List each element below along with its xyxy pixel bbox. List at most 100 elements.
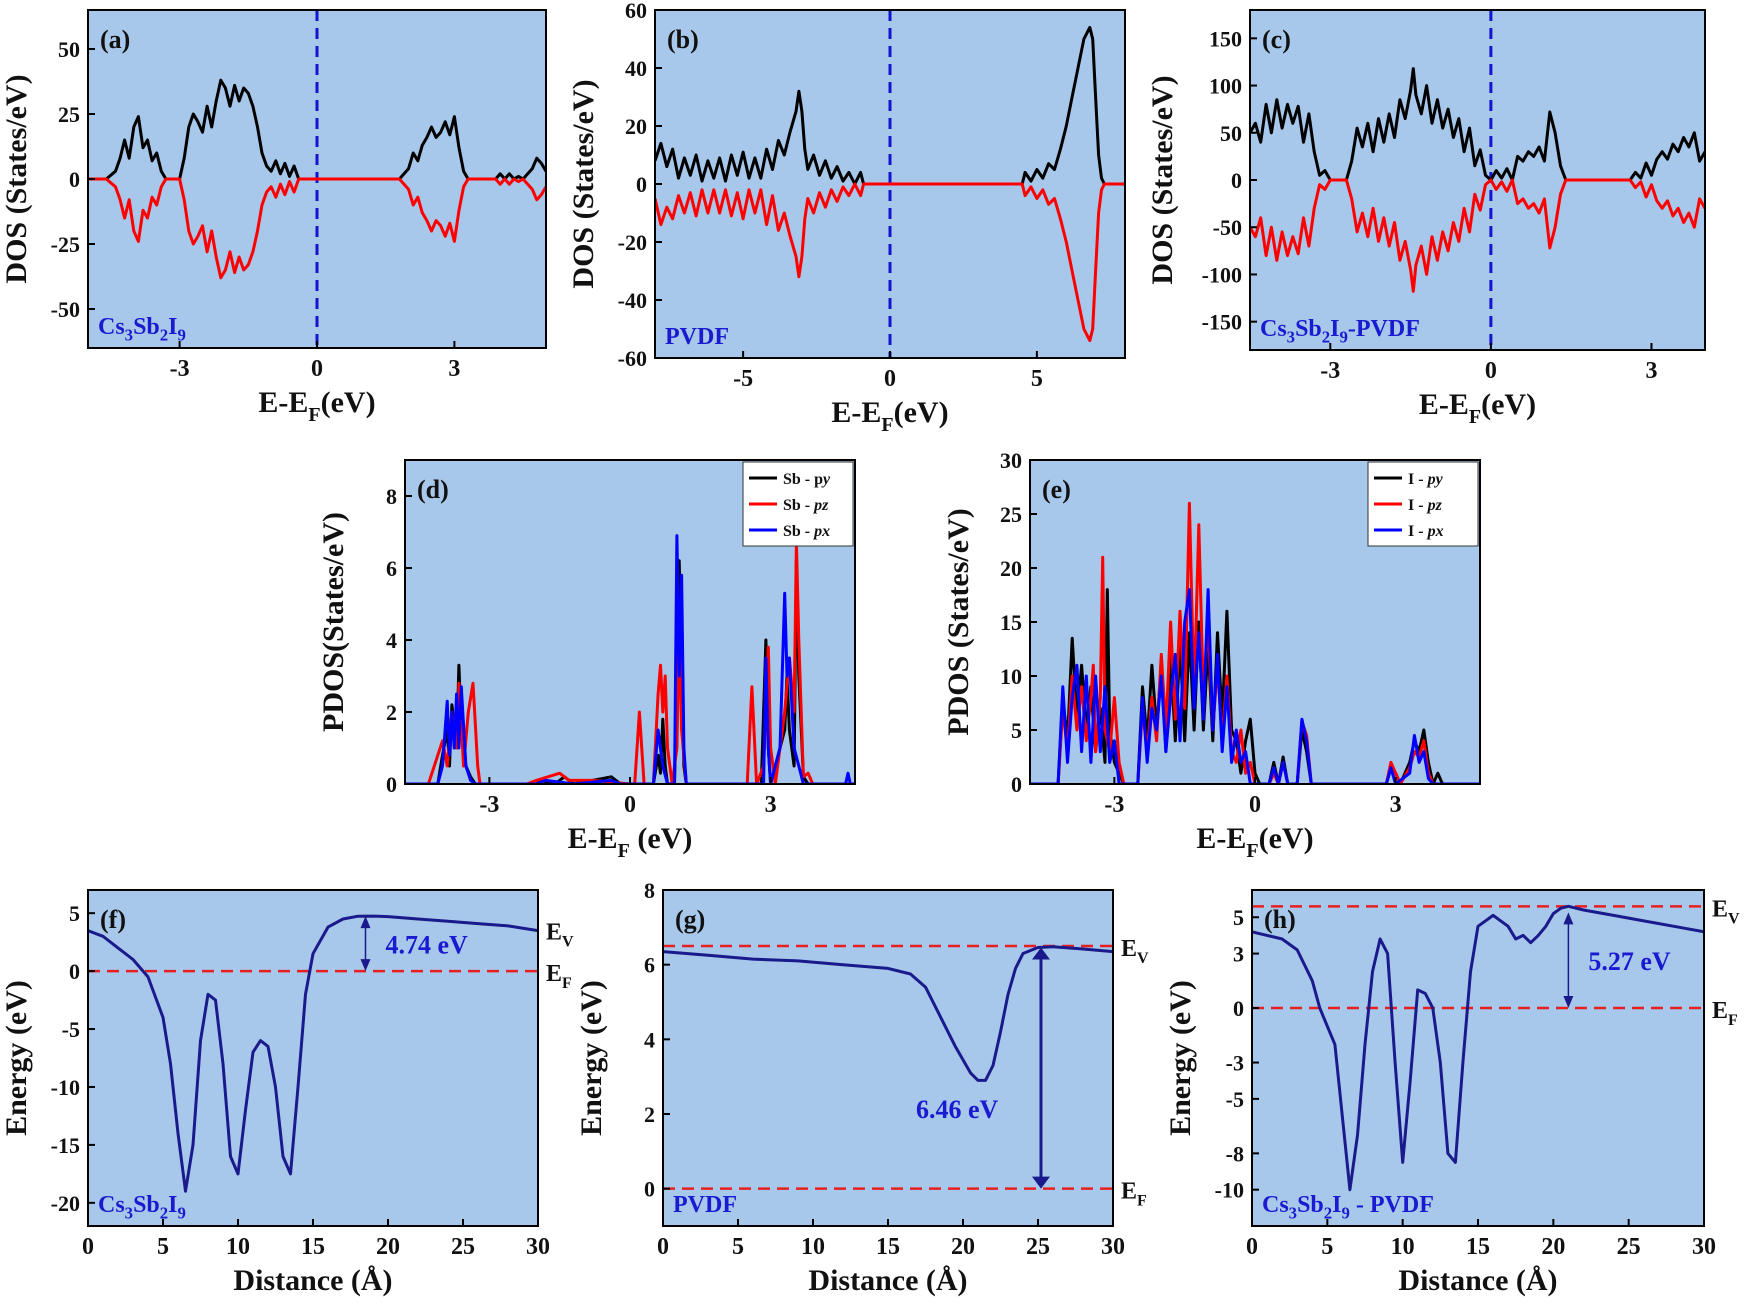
- legend-entry-text: I -: [1408, 471, 1428, 488]
- material-label-sub: 2: [1324, 1204, 1332, 1223]
- material-label: Cs3Sb2I9-PVDF: [1260, 316, 1420, 347]
- y-tick-label: 5: [1011, 718, 1022, 743]
- x-tick-label: 0: [1249, 792, 1261, 818]
- material-label-part: Sb: [1297, 1192, 1324, 1218]
- y-tick-label: -10: [51, 1075, 80, 1100]
- x-axis-label: Distance (Å): [1398, 1264, 1557, 1297]
- work-function-label: 6.46 eV: [916, 1095, 999, 1124]
- x-tick-label: 3: [1390, 792, 1402, 818]
- x-tick-label: 0: [624, 792, 636, 818]
- x-tick-label: -5: [733, 366, 753, 392]
- ref-label-main: E: [1712, 998, 1728, 1024]
- material-label: Cs3Sb2I9: [98, 1192, 186, 1223]
- y-tick-label: 10: [1000, 664, 1022, 689]
- y-tick-label: 30: [1000, 448, 1022, 473]
- series-line-1: [1250, 178, 1705, 293]
- legend-entry-orbital: y: [821, 471, 831, 488]
- x-tick-label: 30: [526, 1234, 550, 1260]
- material-label-part: Cs: [1262, 1192, 1289, 1218]
- material-label-part: I: [168, 1192, 177, 1218]
- x-tick-label: 15: [876, 1234, 900, 1260]
- x-axis-label-unit: (eV): [1259, 822, 1314, 855]
- x-axis-label-sub: F: [1469, 406, 1481, 428]
- x-axis-label-main: E-E: [1196, 822, 1246, 855]
- legend-entry-text: Sb - p: [783, 471, 823, 488]
- y-tick-label: 25: [1000, 502, 1022, 527]
- material-label-part: Cs: [98, 1192, 125, 1218]
- y-tick-label: 0: [644, 1177, 655, 1202]
- y-tick-label: 20: [625, 114, 647, 139]
- panel-label: (c): [1262, 25, 1291, 54]
- y-tick-label: 8: [386, 484, 397, 509]
- arrow-head-bottom: [1032, 1176, 1050, 1189]
- ev-label: EV: [546, 919, 574, 950]
- y-axis-label: Energy (eV): [575, 980, 608, 1136]
- y-tick-label: -40: [618, 288, 647, 313]
- legend-entry-text: I -: [1408, 497, 1428, 514]
- y-tick-label: 150: [1209, 26, 1242, 51]
- y-tick-label: -60: [618, 346, 647, 371]
- ref-label-V: EV: [1712, 896, 1740, 927]
- material-label: Cs3Sb2I9: [98, 314, 186, 345]
- x-tick-label: 0: [1246, 1234, 1258, 1260]
- legend-entry: I - px: [1408, 523, 1444, 540]
- x-tick-label: 3: [448, 356, 460, 382]
- y-tick-label: 0: [386, 772, 397, 797]
- y-tick-label: 50: [1220, 121, 1242, 146]
- x-axis-label: E-EF(eV): [1196, 822, 1313, 862]
- x-axis-label-unit: (eV): [630, 822, 692, 855]
- legend-entry-orbital: py: [1426, 471, 1444, 488]
- x-tick-label: -3: [1104, 792, 1124, 818]
- x-tick-label: 5: [157, 1234, 169, 1260]
- material-label-part: I: [1332, 1192, 1341, 1218]
- y-tick-label: -5: [1226, 1087, 1244, 1112]
- material-label-part: Sb: [133, 314, 160, 340]
- panel-label: (d): [417, 475, 449, 504]
- x-axis-label-sub: F: [881, 414, 893, 436]
- y-tick-label: 6: [386, 556, 397, 581]
- x-axis-label-main: Distance (Å): [233, 1264, 392, 1297]
- legend-entry-text: Sb -: [783, 497, 814, 514]
- x-tick-label: 25: [451, 1234, 475, 1260]
- x-axis-label-main: Distance (Å): [1398, 1264, 1557, 1297]
- material-label-sub: 9: [1340, 328, 1348, 347]
- x-axis-label-sub: F: [1246, 840, 1258, 862]
- panel-label: (a): [100, 25, 130, 54]
- y-tick-label: 4: [386, 628, 397, 653]
- ref-label-sub: V: [1728, 910, 1740, 927]
- x-tick-label: 20: [951, 1234, 975, 1260]
- y-axis-label: DOS (States/eV): [0, 74, 33, 283]
- ref-label-main: E: [1712, 896, 1728, 922]
- y-tick-label: 15: [1000, 610, 1022, 635]
- legend: I - pyI - pzI - px: [1367, 461, 1479, 547]
- material-label: PVDF: [673, 1192, 737, 1218]
- x-axis-label: Distance (Å): [808, 1264, 967, 1297]
- plot-background: [88, 890, 538, 1226]
- material-label-part: -PVDF: [1348, 316, 1420, 342]
- ref-label-F: EF: [1121, 1179, 1147, 1210]
- ref-label-sub: F: [1728, 1012, 1738, 1029]
- x-tick-label: 5: [732, 1234, 744, 1260]
- x-tick-label: 3: [765, 792, 777, 818]
- material-label-part: Cs: [98, 314, 125, 340]
- x-tick-label: 25: [1026, 1234, 1050, 1260]
- series-line-0: [88, 914, 538, 1193]
- x-axis-label-sub: F: [308, 404, 320, 426]
- material-label-sub: 9: [1342, 1204, 1350, 1223]
- x-tick-label: -3: [170, 356, 190, 382]
- y-tick-label: -20: [51, 1191, 80, 1216]
- y-axis-label: Energy (eV): [1164, 980, 1197, 1136]
- x-axis-label-main: E-E: [568, 822, 618, 855]
- x-tick-label: 0: [311, 356, 323, 382]
- y-tick-label: 0: [69, 167, 80, 192]
- y-tick-label: 2: [386, 700, 397, 725]
- y-tick-label: -3: [1226, 1051, 1244, 1076]
- panel-a: -3 0 3 -50 -25 0 25 50 E-EF(eV) DOS (States/eV) (a…: [0, 9, 547, 426]
- y-axis-label: DOS (States/eV): [1146, 75, 1179, 284]
- series-line-1: [655, 182, 1125, 343]
- plot-background: [1250, 10, 1705, 350]
- x-tick-label: 10: [1391, 1234, 1415, 1260]
- x-tick-label: 0: [657, 1234, 669, 1260]
